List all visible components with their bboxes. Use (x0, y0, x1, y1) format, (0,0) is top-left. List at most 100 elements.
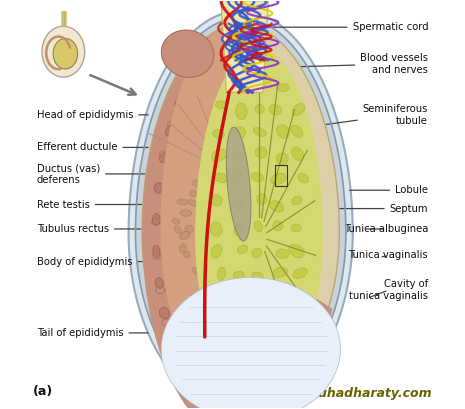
Ellipse shape (184, 251, 190, 258)
Ellipse shape (245, 265, 251, 274)
Ellipse shape (284, 380, 294, 389)
Ellipse shape (276, 125, 289, 138)
Ellipse shape (235, 227, 243, 236)
Ellipse shape (230, 79, 242, 91)
Text: Lobule: Lobule (349, 185, 428, 195)
Ellipse shape (187, 381, 199, 390)
Ellipse shape (236, 291, 246, 302)
Ellipse shape (192, 267, 199, 275)
Text: Septum: Septum (337, 204, 428, 213)
Ellipse shape (221, 229, 228, 236)
Ellipse shape (217, 316, 228, 327)
Ellipse shape (211, 245, 222, 258)
Ellipse shape (252, 272, 263, 280)
Text: Tunica albuginea: Tunica albuginea (344, 224, 428, 234)
Ellipse shape (226, 178, 233, 186)
Ellipse shape (232, 199, 243, 207)
Ellipse shape (233, 171, 242, 183)
Ellipse shape (179, 231, 190, 240)
Text: Rete testis: Rete testis (37, 200, 169, 209)
Ellipse shape (212, 231, 222, 238)
Ellipse shape (233, 150, 241, 165)
Ellipse shape (292, 147, 304, 161)
Ellipse shape (190, 190, 197, 197)
Text: Tubulus rectus: Tubulus rectus (37, 224, 173, 234)
Polygon shape (142, 25, 339, 397)
Ellipse shape (249, 203, 255, 212)
Ellipse shape (231, 201, 240, 211)
Ellipse shape (209, 293, 222, 304)
Ellipse shape (269, 105, 281, 115)
Ellipse shape (226, 242, 234, 254)
Ellipse shape (253, 128, 266, 136)
Ellipse shape (202, 244, 211, 254)
Ellipse shape (255, 209, 267, 216)
Ellipse shape (234, 221, 245, 235)
Ellipse shape (236, 160, 246, 169)
Ellipse shape (213, 130, 224, 138)
Ellipse shape (212, 195, 222, 206)
Ellipse shape (272, 396, 281, 406)
Ellipse shape (153, 245, 160, 258)
Text: Body of epididymis: Body of epididymis (37, 256, 148, 267)
Ellipse shape (230, 175, 235, 182)
Ellipse shape (291, 224, 301, 231)
Ellipse shape (226, 127, 251, 241)
Ellipse shape (255, 105, 265, 114)
Polygon shape (196, 49, 322, 382)
Ellipse shape (42, 26, 85, 77)
Ellipse shape (263, 266, 272, 274)
Ellipse shape (216, 173, 224, 179)
Ellipse shape (180, 209, 192, 216)
Ellipse shape (248, 235, 253, 245)
Ellipse shape (305, 334, 314, 345)
Ellipse shape (258, 407, 267, 409)
Ellipse shape (161, 277, 340, 409)
Ellipse shape (233, 271, 245, 281)
Ellipse shape (240, 213, 249, 222)
Text: Tunica vaginalis: Tunica vaginalis (349, 250, 428, 261)
Polygon shape (161, 29, 300, 388)
Ellipse shape (172, 218, 180, 224)
Text: muhadharaty.com: muhadharaty.com (306, 387, 432, 400)
Ellipse shape (220, 234, 231, 244)
Ellipse shape (240, 221, 246, 227)
Ellipse shape (233, 127, 246, 139)
Ellipse shape (246, 215, 253, 224)
Ellipse shape (292, 103, 305, 116)
Ellipse shape (229, 227, 240, 234)
Ellipse shape (268, 209, 276, 217)
Ellipse shape (199, 252, 208, 263)
Ellipse shape (242, 239, 248, 247)
Ellipse shape (231, 222, 237, 232)
Ellipse shape (219, 249, 229, 257)
Ellipse shape (159, 307, 169, 319)
Ellipse shape (271, 173, 286, 184)
Ellipse shape (213, 224, 221, 232)
Text: Cavity of
tunica vaginalis: Cavity of tunica vaginalis (349, 279, 428, 301)
Ellipse shape (53, 38, 78, 69)
Ellipse shape (207, 256, 215, 264)
Ellipse shape (292, 196, 302, 205)
Ellipse shape (293, 268, 307, 279)
Text: Spermatic cord: Spermatic cord (260, 22, 428, 32)
Text: Ductus (vas)
deferens: Ductus (vas) deferens (37, 163, 148, 185)
Ellipse shape (265, 232, 274, 241)
Ellipse shape (213, 206, 223, 215)
Ellipse shape (159, 153, 167, 162)
Ellipse shape (155, 278, 163, 288)
Ellipse shape (252, 263, 261, 272)
Ellipse shape (232, 339, 243, 349)
Ellipse shape (192, 180, 202, 187)
Text: Head of epididymis: Head of epididymis (37, 110, 148, 120)
Ellipse shape (196, 243, 203, 250)
Ellipse shape (276, 336, 288, 346)
Ellipse shape (240, 43, 252, 54)
Ellipse shape (233, 198, 246, 208)
Ellipse shape (254, 221, 263, 232)
Ellipse shape (214, 173, 227, 183)
Ellipse shape (254, 318, 266, 330)
Ellipse shape (174, 226, 181, 234)
Ellipse shape (231, 231, 236, 239)
Ellipse shape (252, 248, 262, 258)
